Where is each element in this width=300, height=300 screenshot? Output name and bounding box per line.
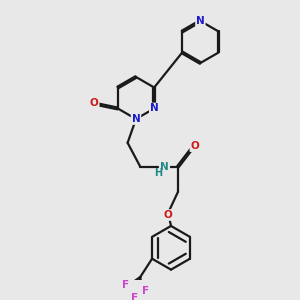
Text: O: O [190, 141, 199, 151]
Text: N: N [132, 114, 140, 124]
Text: N: N [196, 16, 205, 26]
Text: N: N [150, 103, 159, 113]
Text: O: O [163, 210, 172, 220]
Text: F: F [142, 286, 148, 296]
Text: F: F [131, 293, 138, 300]
Text: F: F [122, 280, 129, 290]
Text: N: N [160, 162, 169, 172]
Text: O: O [90, 98, 99, 108]
Text: H: H [154, 168, 163, 178]
